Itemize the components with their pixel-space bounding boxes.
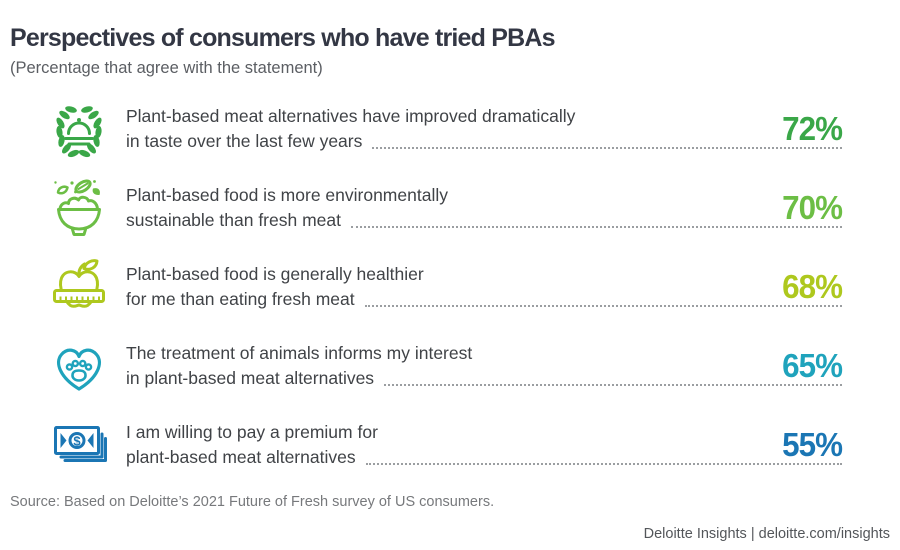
statement-row-health: Plant-based food is generally healthier …	[0, 248, 900, 327]
statement-line-1: I am willing to pay a premium for	[126, 422, 378, 443]
statement-row-premium: $ I am willing to pay a premium for plan…	[0, 406, 900, 485]
statement-line-2: plant-based meat alternatives	[126, 447, 356, 468]
source-note: Source: Based on Deloitte’s 2021 Future …	[10, 494, 495, 510]
statement-row-animals: The treatment of animals informs my inte…	[0, 327, 900, 406]
percentage-value: 68%	[782, 267, 843, 305]
heart-paw-icon	[44, 331, 114, 401]
laurel-wreath-dish-icon	[44, 94, 114, 164]
dotted-leader	[351, 208, 842, 229]
dotted-leader	[384, 366, 842, 387]
statement-line-1: Plant-based food is generally healthier	[126, 264, 424, 285]
statement-text: The treatment of animals informs my inte…	[126, 341, 842, 391]
statement-line-2-wrap: in taste over the last few years	[126, 129, 842, 154]
page-title: Perspectives of consumers who have tried…	[10, 24, 556, 52]
svg-text:$: $	[73, 434, 81, 449]
dotted-leader	[365, 445, 842, 466]
statement-text: Plant-based food is generally healthier …	[126, 262, 842, 312]
statement-line-2: in taste over the last few years	[126, 131, 363, 152]
statement-line-2: for me than eating fresh meat	[126, 289, 355, 310]
header: Perspectives of consumers who have tried…	[0, 0, 900, 78]
statement-line-2: in plant-based meat alternatives	[126, 368, 375, 389]
statement-row-taste: Plant-based meat alternatives have impro…	[0, 90, 900, 169]
statement-line-2-wrap: in plant-based meat alternatives	[126, 366, 842, 391]
statement-text: Plant-based food is more environmentally…	[126, 183, 842, 233]
apple-measuring-tape-icon	[44, 252, 114, 322]
statement-row-environment: Plant-based food is more environmentally…	[0, 169, 900, 248]
statement-text: I am willing to pay a premium for plant-…	[126, 420, 842, 470]
statement-line-2-wrap: for me than eating fresh meat	[126, 287, 842, 312]
dotted-leader	[372, 129, 842, 150]
statement-line-1: Plant-based meat alternatives have impro…	[126, 106, 576, 127]
statement-line-2: sustainable than fresh meat	[126, 210, 341, 231]
page-subtitle: (Percentage that agree with the statemen…	[10, 58, 323, 77]
percentage-value: 72%	[782, 109, 843, 147]
money-bills-icon: $	[44, 410, 114, 480]
statement-line-2-wrap: plant-based meat alternatives	[126, 445, 842, 470]
percentage-value: 55%	[782, 425, 843, 463]
branding-footer: Deloitte Insights | deloitte.com/insight…	[643, 526, 890, 542]
statement-line-2-wrap: sustainable than fresh meat	[126, 208, 842, 233]
statement-line-1: The treatment of animals informs my inte…	[126, 343, 473, 364]
statement-rows: Plant-based meat alternatives have impro…	[0, 90, 900, 485]
statement-line-1: Plant-based food is more environmentally	[126, 185, 448, 206]
statement-text: Plant-based meat alternatives have impro…	[126, 104, 842, 154]
percentage-value: 65%	[782, 346, 843, 384]
percentage-value: 70%	[782, 188, 843, 226]
dotted-leader	[364, 287, 842, 308]
salad-bowl-icon	[44, 173, 114, 243]
